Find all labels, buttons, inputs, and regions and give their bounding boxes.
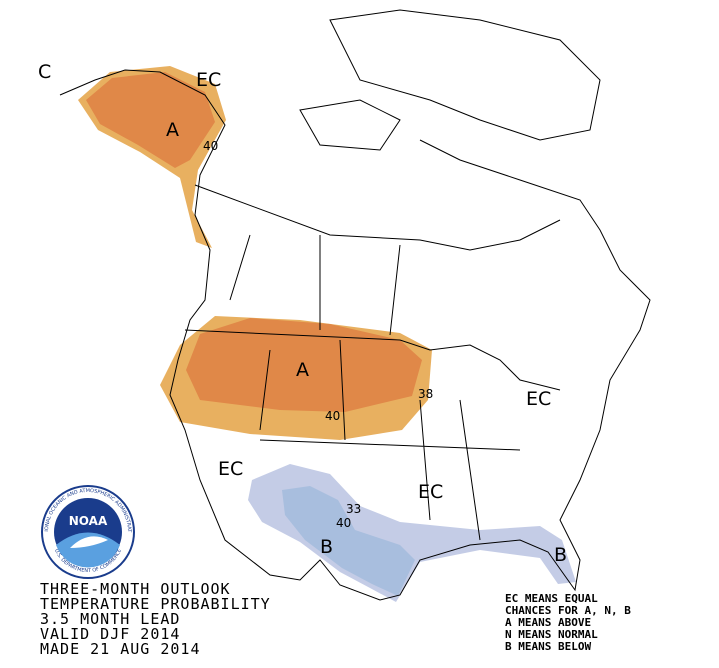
title-line: MADE 21 AUG 2014 bbox=[40, 640, 201, 658]
contour-label: 38 bbox=[418, 387, 433, 401]
legend-line: B MEANS BELOW bbox=[505, 640, 591, 653]
title-line: VALID DJF 2014 bbox=[40, 625, 180, 643]
legend-line: A MEANS ABOVE bbox=[505, 616, 591, 629]
contour-label: 40 bbox=[203, 139, 218, 153]
contour-label: 40 bbox=[336, 516, 351, 530]
map-label: B bbox=[320, 536, 333, 558]
below-area-dark bbox=[282, 486, 415, 596]
title-line: THREE-MONTH OUTLOOK bbox=[40, 580, 231, 598]
map-label: A bbox=[166, 119, 179, 141]
map-label: B bbox=[554, 544, 567, 566]
map-label: EC bbox=[418, 481, 443, 503]
legend-line: N MEANS NORMAL bbox=[505, 628, 598, 641]
contour-label: 33 bbox=[346, 502, 361, 516]
contour-label: 40 bbox=[325, 409, 340, 423]
map-label: EC bbox=[196, 69, 221, 91]
legend-line: CHANCES FOR A, N, B bbox=[505, 604, 631, 617]
map-label: A bbox=[296, 359, 309, 381]
title-line: 3.5 MONTH LEAD bbox=[40, 610, 180, 628]
legend-line: EC MEANS EQUAL bbox=[505, 592, 598, 605]
map-label: C bbox=[38, 61, 51, 83]
map-label: EC bbox=[218, 458, 243, 480]
map-outlines bbox=[59, 9, 651, 601]
logo-name: NOAA bbox=[69, 514, 108, 528]
above-area-dark bbox=[86, 72, 215, 168]
above-area-dark bbox=[186, 318, 422, 412]
map-label: EC bbox=[526, 388, 551, 410]
title-line: TEMPERATURE PROBABILITY bbox=[40, 595, 271, 613]
